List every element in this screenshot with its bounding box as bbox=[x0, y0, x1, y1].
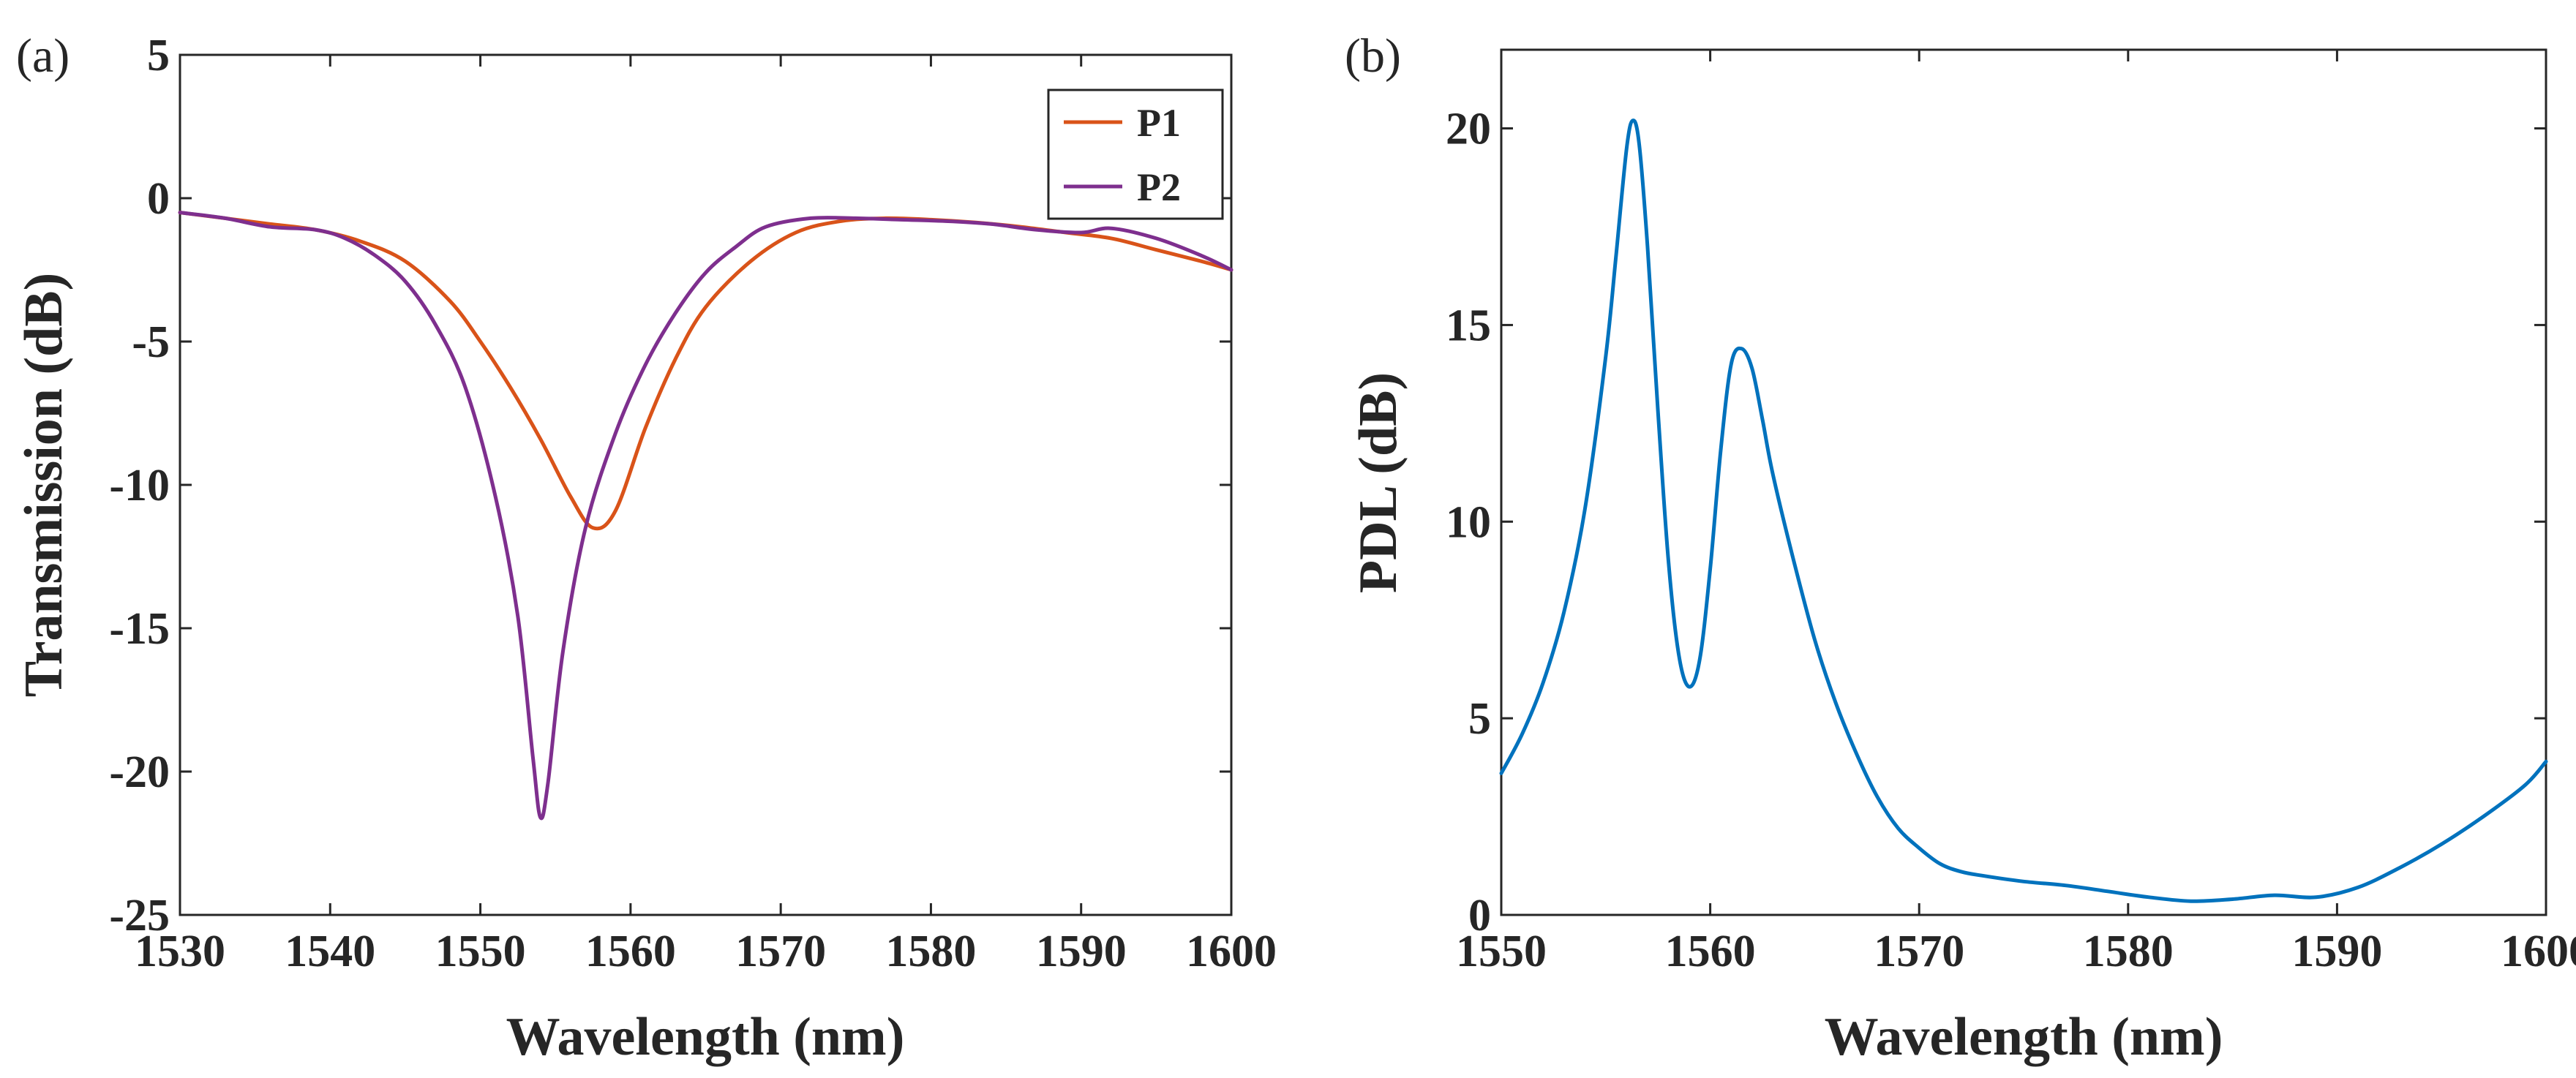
y-tick-label-b-0: 0 bbox=[1468, 891, 1491, 941]
series-line-pdl bbox=[1499, 118, 2548, 903]
panel-label-b: (b) bbox=[1345, 29, 1401, 83]
y-tick-label-a-4: -15 bbox=[109, 604, 170, 654]
y-tick-label-a-1: 0 bbox=[147, 174, 170, 224]
y-tick-label-a-0: 5 bbox=[147, 31, 170, 80]
tick-group-a: 1530 1540 1550 1560 1570 1580 1590 1600 5 0 -5 -10 -… bbox=[109, 31, 1277, 976]
chart-panel-a: (a) 1530 1540 1550 1560 1570 1580 1590 1600 5 0 -5… bbox=[14, 29, 1277, 1067]
x-tick-label-a-3: 1560 bbox=[585, 927, 676, 976]
x-tick-label-a-0: 1530 bbox=[135, 927, 225, 976]
tick-group-b: 1550 1560 1570 1580 1590 1600 0 5 10 15 20 bbox=[1446, 50, 2576, 976]
y-axis-label-a: Transmission (dB) bbox=[14, 273, 74, 697]
x-tick-label-b-1: 1560 bbox=[1665, 927, 1756, 976]
chart-panel-b: (b) 1550 1560 1570 1580 1590 1600 0 5 10 15 20 Wav… bbox=[1345, 29, 2576, 1067]
series-line-p2 bbox=[178, 211, 1233, 821]
x-tick-label-b-3: 1580 bbox=[2083, 927, 2174, 976]
x-tick-label-a-2: 1550 bbox=[435, 927, 526, 976]
x-tick-label-b-4: 1590 bbox=[2291, 927, 2382, 976]
y-tick-label-a-5: -20 bbox=[109, 747, 170, 797]
y-tick-label-a-2: -5 bbox=[132, 317, 170, 367]
x-tick-label-b-5: 1600 bbox=[2501, 927, 2576, 976]
legend-label-p2: P2 bbox=[1137, 165, 1181, 209]
x-axis-label-b: Wavelength (nm) bbox=[1825, 1007, 2223, 1067]
x-tick-label-a-4: 1570 bbox=[735, 927, 826, 976]
x-tick-label-b-2: 1570 bbox=[1874, 927, 1964, 976]
series-line-p1 bbox=[178, 211, 1233, 531]
legend-label-p1: P1 bbox=[1137, 101, 1181, 145]
y-tick-label-b-2: 10 bbox=[1446, 497, 1491, 547]
legend-box bbox=[1047, 88, 1224, 220]
y-tick-label-a-3: -10 bbox=[109, 461, 170, 510]
series-group-a bbox=[178, 211, 1233, 821]
x-tick-label-a-1: 1540 bbox=[285, 927, 375, 976]
y-axis-label-b: PDL (dB) bbox=[1348, 372, 1408, 593]
legend: P1 P2 bbox=[1047, 88, 1224, 220]
x-tick-label-a-5: 1580 bbox=[885, 927, 976, 976]
plot-frame-b bbox=[1500, 48, 2547, 916]
x-tick-label-a-7: 1600 bbox=[1186, 927, 1277, 976]
x-tick-label-a-6: 1590 bbox=[1036, 927, 1127, 976]
x-axis-label-a: Wavelength (nm) bbox=[506, 1007, 905, 1067]
x-tick-label-b-0: 1550 bbox=[1456, 927, 1547, 976]
y-tick-label-b-1: 5 bbox=[1468, 694, 1491, 744]
y-tick-label-b-4: 20 bbox=[1446, 105, 1491, 154]
panel-label-a: (a) bbox=[16, 29, 70, 83]
series-group-b bbox=[1499, 118, 2548, 903]
y-tick-label-b-3: 15 bbox=[1446, 301, 1491, 350]
y-tick-label-a-6: -25 bbox=[109, 891, 170, 941]
